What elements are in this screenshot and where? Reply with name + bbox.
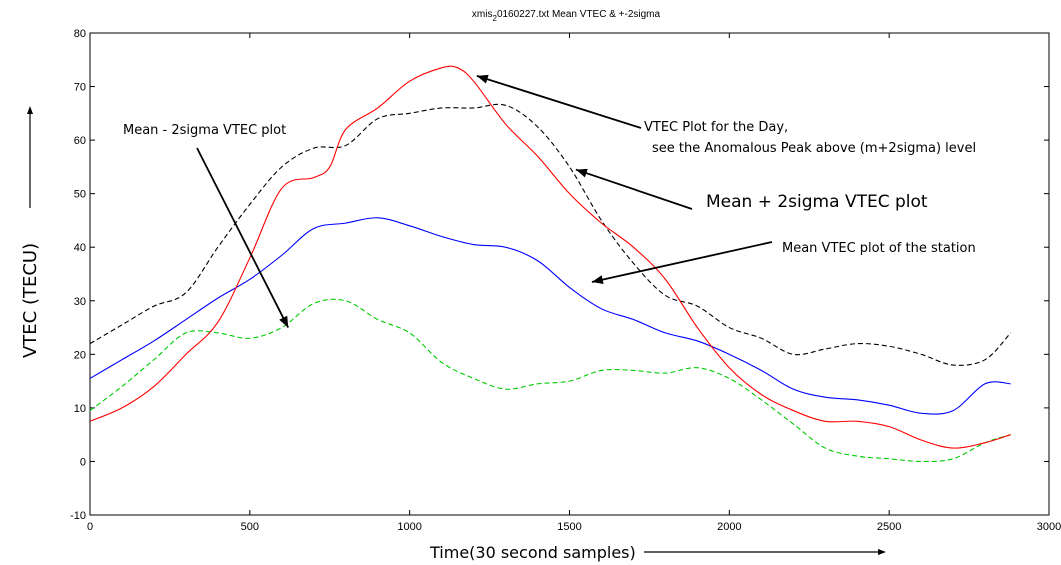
arrowhead-mean_station [591, 275, 604, 285]
arrowhead-sigma_plus [575, 168, 588, 178]
y-tick-label: 20 [74, 349, 86, 361]
y-tick-label: 10 [74, 403, 86, 415]
arrow-peak_line1 [476, 74, 642, 129]
annotation-mean-plus-2sigma: Mean + 2sigma VTEC plot [706, 192, 928, 212]
x-axis-label-arrowhead [878, 549, 886, 555]
chart-title: xmis20160227.txt Mean VTEC & +-2sigma [472, 9, 661, 23]
annotation-arrows [196, 74, 773, 328]
annotation-vtec-day-line2: see the Anomalous Peak above (m+2sigma) … [652, 141, 976, 156]
annotation-mean-minus-2sigma: Mean - 2sigma VTEC plot [123, 123, 286, 138]
x-tick-label: 2000 [717, 521, 741, 533]
y-tick-label: -10 [70, 510, 86, 522]
series-lines [89, 65, 1012, 463]
y-tick-label: 30 [74, 296, 86, 308]
y-tick-label: 50 [74, 189, 86, 201]
x-tick-label: 1000 [397, 521, 421, 533]
x-axis-label: Time(30 second samples) [429, 543, 636, 562]
y-tick-label: 80 [74, 28, 86, 40]
x-tick-label: 0 [87, 521, 93, 533]
y-axis-label: VTEC (TECU) [20, 243, 41, 358]
axis-ticks: 0 500 1000 1500 2000 2500 3000-100102030405060… [70, 28, 1061, 533]
annotation-vtec-day-line1: VTEC Plot for the Day, [644, 120, 788, 135]
y-tick-label: 70 [74, 82, 86, 94]
series-line-1 [89, 103, 1012, 366]
chart-title-prefix: xmis [472, 9, 493, 20]
arrow-sigma_minus [196, 147, 289, 328]
x-tick-label: 2500 [877, 521, 901, 533]
x-tick-label: 1500 [557, 521, 581, 533]
series-line-3 [89, 65, 1011, 449]
y-tick-label: 40 [74, 242, 86, 254]
x-tick-label: 500 [241, 521, 259, 533]
annotation-mean-station: Mean VTEC plot of the station [782, 241, 976, 256]
y-tick-label: 0 [80, 456, 86, 468]
arrow-sigma_plus [575, 168, 693, 210]
arrow-mean_station [591, 241, 773, 283]
y-axis-label-arrowhead [27, 106, 33, 114]
chart-title-suffix: 0160227.txt Mean VTEC & +-2sigma [497, 9, 661, 20]
series-line-2 [89, 298, 1011, 463]
y-tick-label: 60 [74, 135, 86, 147]
x-tick-label: 3000 [1037, 521, 1061, 533]
chart-title-subscript: 2 [492, 14, 497, 23]
plot-area [89, 32, 1050, 516]
arrowhead-peak_line1 [476, 74, 489, 84]
arrowhead-sigma_minus [279, 315, 289, 328]
series-line-0 [89, 217, 1011, 415]
